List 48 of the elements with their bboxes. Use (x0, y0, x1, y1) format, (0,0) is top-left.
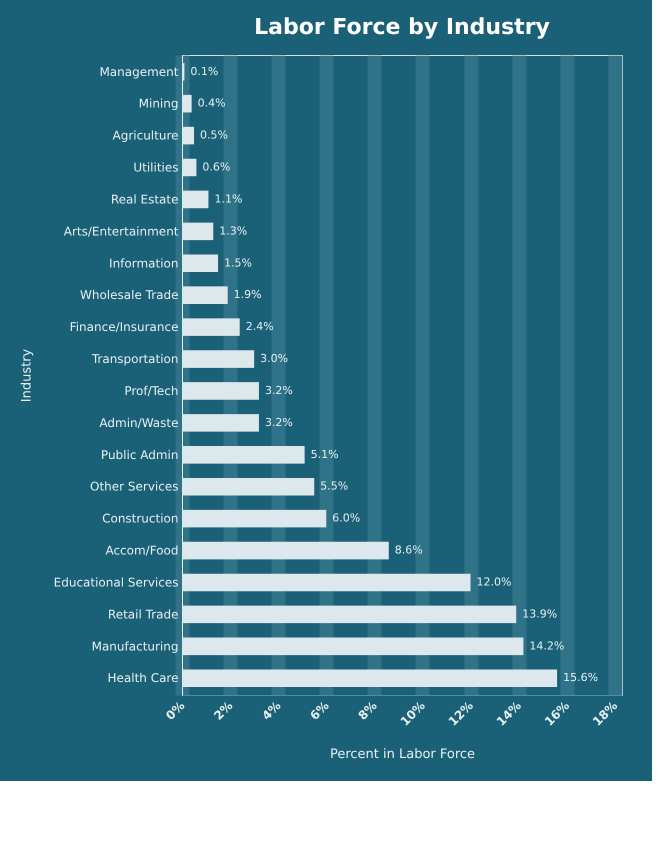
y-tick-label: Educational Services (54, 575, 178, 590)
y-tick-label: Manufacturing (92, 639, 178, 654)
y-tick-label: Finance/Insurance (70, 320, 178, 334)
y-tick-label: Utilities (133, 160, 178, 175)
data-label: 2.4% (246, 320, 274, 334)
data-label: 0.1% (190, 64, 218, 78)
data-label: 1.5% (224, 256, 252, 270)
y-tick-label: Arts/Entertainment (64, 224, 179, 238)
data-label: 12.0% (476, 575, 512, 588)
data-label: 14.2% (529, 639, 564, 652)
y-tick-label: Health Care (107, 671, 178, 686)
x-tick-label: 8% (355, 698, 380, 723)
y-tick-label: Admin/Waste (99, 416, 178, 430)
data-label: 0.4% (198, 96, 226, 110)
y-axis-title: Industry (20, 348, 35, 402)
y-tick-label: Wholesale Trade (80, 288, 178, 302)
x-tick-label: 0% (163, 698, 188, 723)
data-label: 8.6% (394, 544, 423, 557)
y-tick-label: Accom/Food (105, 544, 178, 558)
chart-title: Labor Force by Industry (254, 15, 550, 40)
x-tick-label: 2% (211, 698, 236, 723)
y-tick-label: Other Services (90, 480, 178, 494)
data-label: 15.6% (563, 671, 598, 684)
data-label: 13.9% (522, 607, 558, 620)
y-tick-label: Retail Trade (108, 607, 178, 622)
data-label: 0.6% (202, 160, 230, 174)
data-label: 3.2% (264, 416, 293, 429)
y-tick-label: Construction (102, 512, 178, 526)
data-label: 5.1% (310, 448, 339, 461)
data-label: 5.5% (320, 480, 348, 493)
y-tick-label: Agriculture (112, 128, 178, 143)
y-tick-label: Public Admin (100, 448, 178, 462)
data-label: 1.3% (219, 224, 248, 238)
data-label: 3.2% (264, 384, 293, 397)
x-tick-label: 4% (259, 698, 284, 723)
data-label: 6.0% (332, 512, 360, 525)
x-axis-title: Percent in Labor Force (330, 747, 476, 762)
y-tick-label: Information (109, 256, 178, 270)
y-tick-label: Prof/Tech (124, 384, 178, 398)
data-label: 1.9% (234, 288, 262, 302)
y-tick-label: Management (99, 64, 179, 79)
y-tick-label: Transportation (90, 352, 178, 366)
y-tick-label: Mining (138, 96, 178, 111)
data-label: 0.5% (200, 128, 228, 142)
x-tick-label: 6% (307, 698, 332, 723)
y-tick-label: Real Estate (110, 192, 178, 206)
data-label: 1.1% (214, 192, 242, 206)
data-label: 3.0% (260, 352, 288, 366)
